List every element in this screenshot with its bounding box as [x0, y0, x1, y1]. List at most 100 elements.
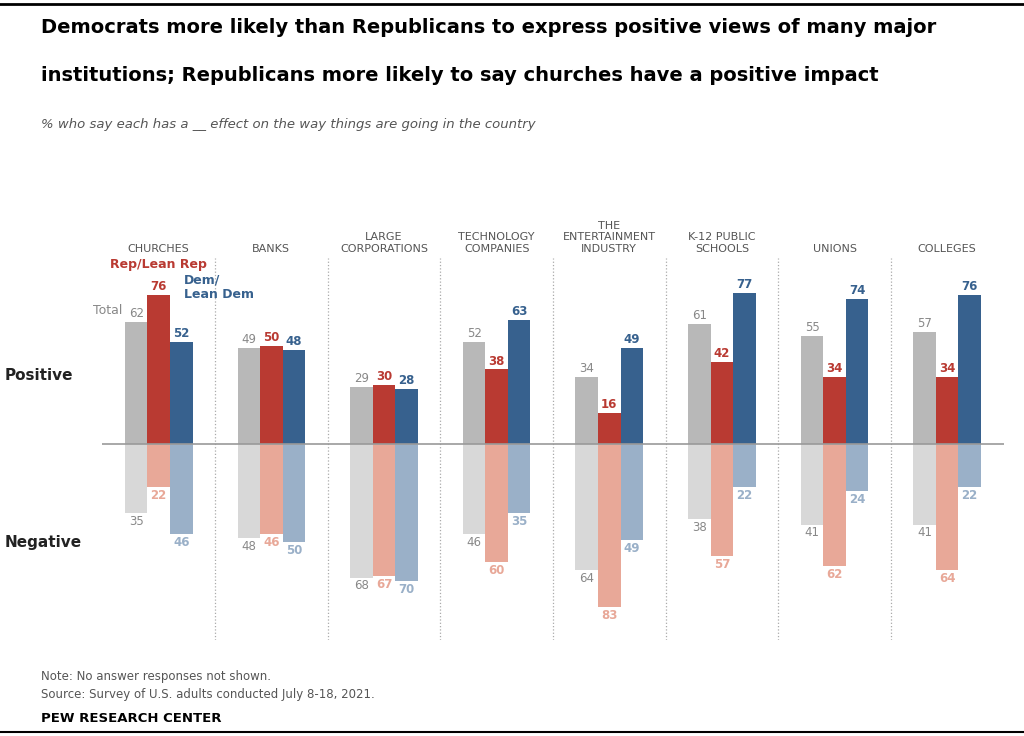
Bar	[913, 444, 936, 525]
Bar	[125, 322, 147, 444]
Bar	[147, 295, 170, 444]
Text: LARGE
CORPORATIONS: LARGE CORPORATIONS	[340, 233, 428, 254]
Text: 62: 62	[129, 308, 143, 320]
Bar	[575, 444, 598, 570]
Bar	[598, 413, 621, 444]
Text: 50: 50	[263, 331, 280, 344]
Text: K-12 PUBLIC
SCHOOLS: K-12 PUBLIC SCHOOLS	[688, 233, 756, 254]
Bar	[688, 325, 711, 444]
Text: institutions; Republicans more likely to say churches have a positive impact: institutions; Republicans more likely to…	[41, 66, 879, 85]
Bar	[170, 444, 193, 534]
Text: 42: 42	[714, 347, 730, 360]
Text: 68: 68	[354, 579, 369, 592]
Text: Negative: Negative	[5, 534, 82, 550]
Text: 35: 35	[511, 514, 527, 528]
Text: 67: 67	[376, 578, 392, 590]
Bar	[823, 378, 846, 444]
Bar	[621, 348, 643, 444]
Text: 64: 64	[580, 572, 594, 584]
Text: 35: 35	[129, 514, 143, 528]
Bar	[373, 385, 395, 444]
Bar	[350, 444, 373, 578]
Text: 74: 74	[849, 284, 865, 297]
Text: 63: 63	[511, 305, 527, 319]
Bar	[395, 389, 418, 444]
Text: PEW RESEARCH CENTER: PEW RESEARCH CENTER	[41, 712, 221, 726]
Bar	[260, 346, 283, 444]
Text: Dem/
Lean Dem: Dem/ Lean Dem	[183, 273, 254, 301]
Text: 76: 76	[151, 280, 167, 293]
Text: 61: 61	[692, 309, 707, 322]
Text: 76: 76	[962, 280, 978, 293]
Text: 34: 34	[826, 362, 843, 375]
Text: 64: 64	[939, 572, 955, 584]
Text: 83: 83	[601, 609, 617, 622]
Bar	[238, 444, 260, 538]
Bar	[688, 444, 711, 519]
Text: 28: 28	[398, 374, 415, 387]
Text: UNIONS: UNIONS	[813, 244, 856, 254]
Text: TECHNOLOGY
COMPANIES: TECHNOLOGY COMPANIES	[459, 233, 535, 254]
Text: 41: 41	[805, 526, 819, 539]
Bar	[463, 342, 485, 444]
Bar	[508, 444, 530, 513]
Text: 49: 49	[624, 333, 640, 346]
Text: Rep/Lean Rep: Rep/Lean Rep	[111, 258, 207, 272]
Bar	[125, 444, 147, 513]
Text: Note: No answer responses not shown.: Note: No answer responses not shown.	[41, 670, 271, 683]
Text: 48: 48	[286, 335, 302, 348]
Bar	[170, 342, 193, 444]
Text: CHURCHES: CHURCHES	[128, 244, 189, 254]
Text: 60: 60	[488, 564, 505, 577]
Bar	[621, 444, 643, 540]
Text: % who say each has a __ effect on the way things are going in the country: % who say each has a __ effect on the wa…	[41, 118, 536, 131]
Bar	[283, 444, 305, 542]
Bar	[147, 444, 170, 487]
Text: COLLEGES: COLLEGES	[918, 244, 977, 254]
Text: 16: 16	[601, 397, 617, 411]
Bar	[395, 444, 418, 581]
Bar	[283, 350, 305, 444]
Bar	[485, 444, 508, 562]
Text: 57: 57	[714, 558, 730, 571]
Bar	[575, 378, 598, 444]
Text: Total: Total	[93, 304, 123, 317]
Text: Positive: Positive	[5, 368, 74, 383]
Text: 24: 24	[849, 493, 865, 506]
Text: 48: 48	[242, 540, 256, 553]
Text: 49: 49	[242, 333, 256, 346]
Text: THE
ENTERTAINMENT
INDUSTRY: THE ENTERTAINMENT INDUSTRY	[563, 221, 655, 254]
Bar	[801, 444, 823, 525]
Text: 29: 29	[354, 372, 369, 385]
Bar	[936, 444, 958, 570]
Text: 22: 22	[151, 489, 167, 502]
Text: BANKS: BANKS	[252, 244, 291, 254]
Bar	[846, 444, 868, 491]
Bar	[485, 369, 508, 444]
Text: 46: 46	[263, 537, 280, 549]
Text: 34: 34	[939, 362, 955, 375]
Text: 38: 38	[692, 520, 707, 534]
Bar	[733, 293, 756, 444]
Bar	[598, 444, 621, 607]
Text: 62: 62	[826, 567, 843, 581]
Text: 34: 34	[580, 362, 594, 375]
Bar	[463, 444, 485, 534]
Bar	[733, 444, 756, 487]
Bar	[260, 444, 283, 534]
Text: 77: 77	[736, 278, 753, 291]
Text: 46: 46	[467, 537, 481, 549]
Text: 41: 41	[918, 526, 932, 539]
Bar	[913, 332, 936, 444]
Bar	[238, 348, 260, 444]
Text: 70: 70	[398, 584, 415, 596]
Text: 55: 55	[805, 321, 819, 334]
Text: 22: 22	[736, 489, 753, 502]
Bar	[936, 378, 958, 444]
Text: 46: 46	[173, 537, 189, 549]
Bar	[508, 320, 530, 444]
Bar	[711, 444, 733, 556]
Bar	[801, 336, 823, 444]
Bar	[373, 444, 395, 576]
Text: 38: 38	[488, 355, 505, 367]
